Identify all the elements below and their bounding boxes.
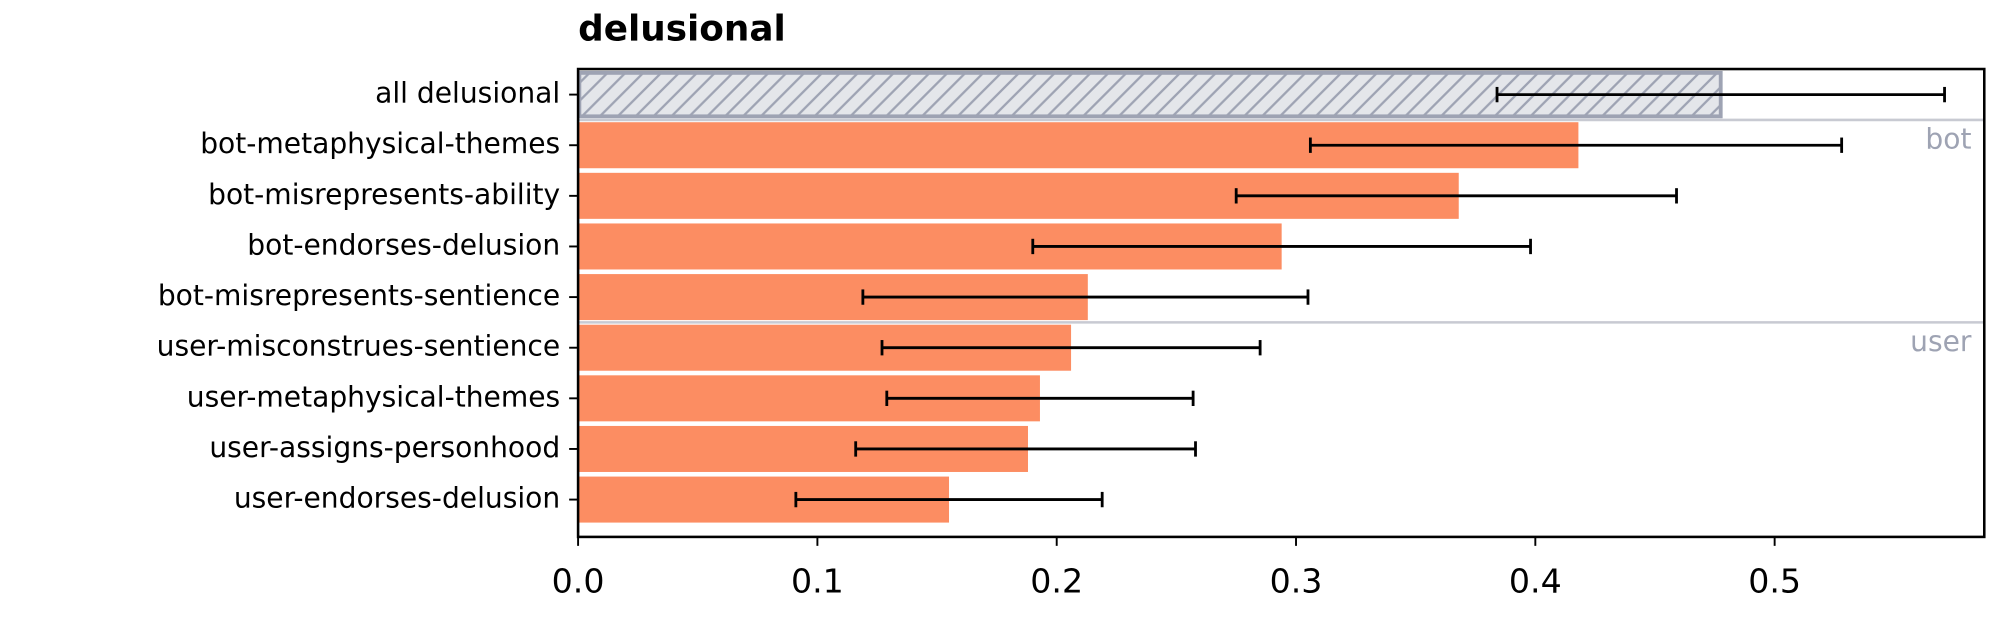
y-tick-label: user-metaphysical-themes — [187, 380, 560, 413]
group-label: user — [1910, 325, 1972, 358]
y-tick-label: bot-misrepresents-ability — [208, 178, 560, 211]
group-label: bot — [1925, 122, 1971, 155]
x-tick-label: 0.1 — [791, 561, 844, 600]
y-tick-label: all delusional — [375, 77, 560, 110]
x-tick-label: 0.0 — [552, 561, 605, 600]
x-tick-label: 0.4 — [1509, 561, 1562, 600]
y-tick-label: bot-endorses-delusion — [247, 228, 560, 261]
chart-title: delusional — [578, 9, 786, 50]
x-tick-label: 0.2 — [1030, 561, 1083, 600]
y-tick-label: bot-metaphysical-themes — [200, 127, 560, 160]
plot-frame — [576, 67, 1986, 539]
x-tick-label: 0.5 — [1748, 561, 1801, 600]
y-tick-label: user-assigns-personhood — [209, 431, 560, 464]
x-tick-label: 0.3 — [1270, 561, 1323, 600]
y-tick-label: bot-misrepresents-sentience — [158, 279, 560, 312]
y-tick-label: user-endorses-delusion — [234, 482, 560, 515]
y-tick-label: user-misconstrues-sentience — [157, 330, 561, 363]
